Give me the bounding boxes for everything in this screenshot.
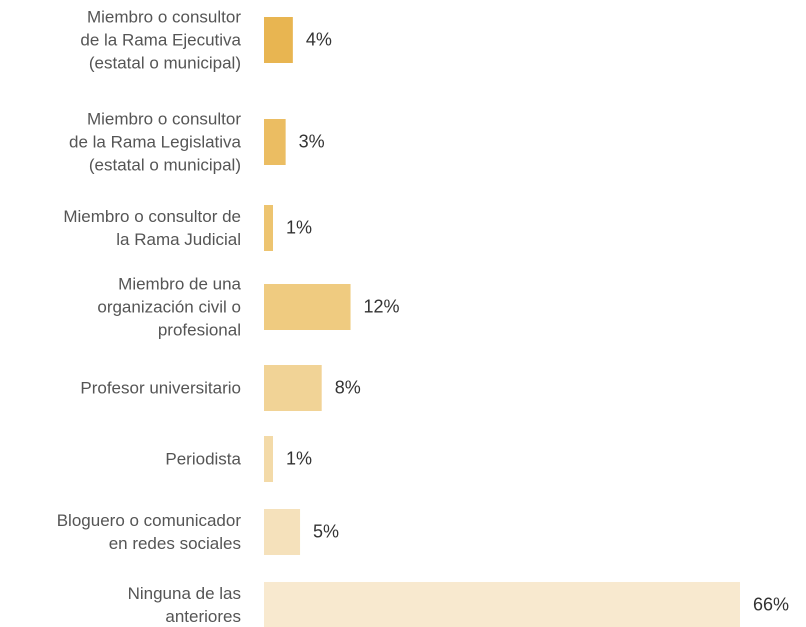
category-label: Periodista: [165, 449, 241, 469]
category-label: Bloguero o comunicador en redes sociales: [56, 511, 241, 553]
bar: [264, 119, 286, 165]
value-label: 12%: [363, 296, 400, 317]
value-label: 1%: [286, 448, 313, 469]
bar: [264, 509, 301, 555]
bar: [264, 365, 322, 411]
bar: [264, 284, 351, 330]
bar: [264, 436, 273, 482]
category-label: Ninguna de las anteriores: [127, 584, 241, 626]
bar: [264, 205, 273, 251]
category-label: Miembro o consultor de la Rama Legislati…: [69, 109, 241, 175]
value-label: 4%: [305, 29, 332, 50]
value-label: 5%: [313, 521, 340, 542]
category-label: Miembro o consultor de la Rama Judicial: [63, 207, 241, 249]
value-label: 8%: [334, 377, 361, 398]
value-label: 3%: [298, 131, 325, 152]
value-label: 66%: [753, 594, 790, 615]
category-label: Miembro o consultor de la Rama Ejecutiva…: [80, 7, 241, 73]
value-label: 1%: [286, 217, 313, 238]
bar: [264, 17, 293, 63]
bar: [264, 582, 740, 627]
category-label: Profesor universitario: [80, 378, 241, 398]
category-label: Miembro de una organización civil o prof…: [97, 274, 241, 340]
